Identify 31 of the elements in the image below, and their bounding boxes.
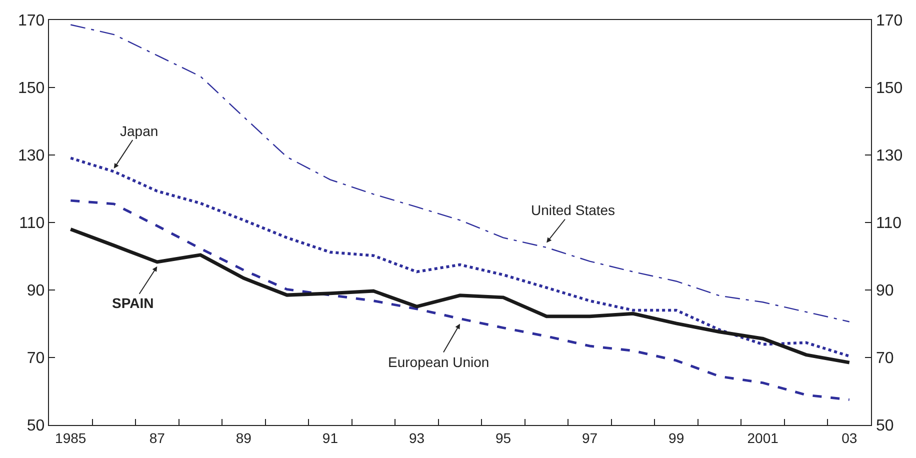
x-tick-label: 95 <box>495 430 512 446</box>
y2-tick-label: 70 <box>876 350 894 368</box>
annotation: Japan <box>120 123 158 139</box>
line-series <box>69 199 851 401</box>
line-series <box>69 156 851 358</box>
y-tick-label: 150 <box>18 80 45 98</box>
line-series <box>70 24 850 322</box>
annotation: European Union <box>388 354 490 370</box>
x-tick-label: 03 <box>842 430 858 446</box>
y2-tick-label: 130 <box>876 148 903 165</box>
y-tick-label: 170 <box>18 12 45 30</box>
x-tick-label: 1985 <box>55 430 86 446</box>
y2-tick-label: 90 <box>876 282 894 300</box>
x-tick-label: 93 <box>408 430 425 446</box>
y-tick-label: 90 <box>26 282 45 300</box>
y-tick-label: 50 <box>26 418 45 435</box>
y-tick-label: 110 <box>19 215 45 232</box>
y2-tick-label: 110 <box>876 215 902 232</box>
y2-tick-label: 50 <box>876 418 894 435</box>
annotation: SPAIN <box>112 295 154 311</box>
x-tick-label: 2001 <box>747 430 779 446</box>
y-tick-label: 130 <box>18 148 45 165</box>
x-tick-label: 91 <box>322 430 338 446</box>
x-tick-label: 99 <box>668 430 684 446</box>
y2-tick-label: 150 <box>876 80 903 98</box>
x-tick-label: 89 <box>236 430 252 446</box>
y-tick-label: 70 <box>26 350 45 368</box>
y2-tick-label: 170 <box>876 12 903 30</box>
x-tick-label: 87 <box>149 430 166 446</box>
annotation: United States <box>531 202 616 218</box>
x-tick-label: 97 <box>582 430 598 446</box>
